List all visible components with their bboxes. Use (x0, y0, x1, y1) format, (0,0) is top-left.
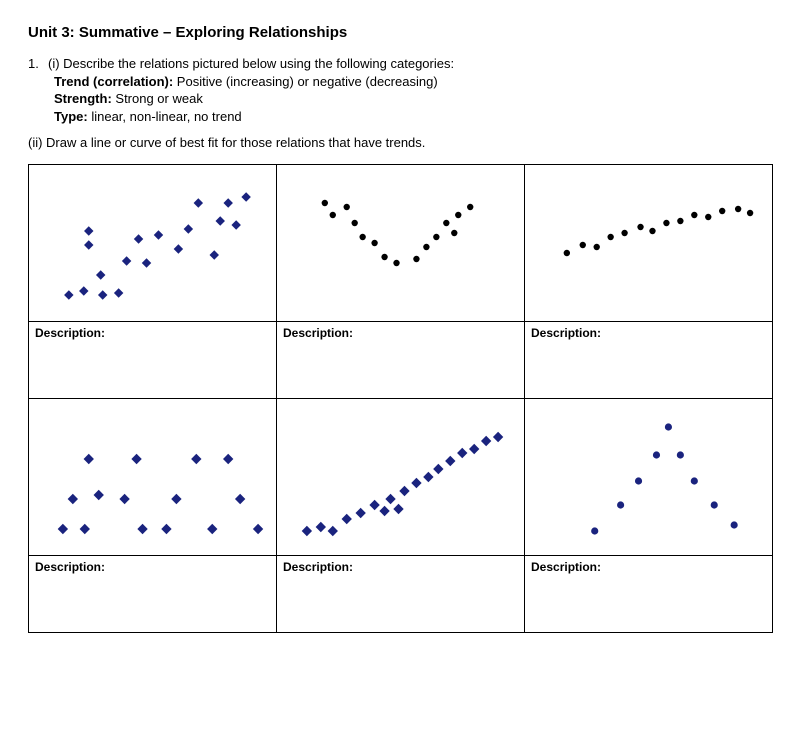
desc-cell-3: Description: (525, 322, 773, 399)
desc-cell-4: Description: (29, 556, 277, 633)
q1-strength-label: Strength: (54, 91, 112, 106)
desc-label-3: Description: (525, 322, 772, 344)
desc-label-6: Description: (525, 556, 772, 578)
q1-trend-text: Positive (increasing) or negative (decre… (173, 74, 437, 89)
chart-cell-6 (525, 399, 773, 556)
desc-cell-1: Description: (29, 322, 277, 399)
q1-type-text: linear, non-linear, no trend (88, 109, 242, 124)
desc-label-4: Description: (29, 556, 276, 578)
desc-label-1: Description: (29, 322, 276, 344)
question-1-part-ii: (ii) Draw a line or curve of best fit fo… (28, 135, 772, 150)
q1-strength-text: Strong or weak (112, 91, 203, 106)
scatter-6 (525, 399, 772, 555)
desc-cell-2: Description: (277, 322, 525, 399)
desc-cell-5: Description: (277, 556, 525, 633)
desc-label-5: Description: (277, 556, 524, 578)
desc-label-2: Description: (277, 322, 524, 344)
chart-grid: Description: Description: Description: D… (28, 164, 773, 633)
chart-cell-4 (29, 399, 277, 556)
desc-cell-6: Description: (525, 556, 773, 633)
chart-cell-5 (277, 399, 525, 556)
page-title: Unit 3: Summative – Exploring Relationsh… (28, 24, 772, 41)
scatter-5 (277, 399, 524, 555)
q1-number: 1. (28, 55, 48, 73)
scatter-2 (277, 165, 524, 321)
question-1: 1.(i) Describe the relations pictured be… (28, 55, 772, 125)
q1-part-i: (i) Describe the relations pictured belo… (48, 56, 454, 71)
q1-trend-label: Trend (correlation): (54, 74, 173, 89)
scatter-3 (525, 165, 772, 321)
chart-cell-1 (29, 165, 277, 322)
q1-type-label: Type: (54, 109, 88, 124)
scatter-1 (29, 165, 276, 321)
chart-cell-3 (525, 165, 773, 322)
scatter-4 (29, 399, 276, 555)
chart-cell-2 (277, 165, 525, 322)
